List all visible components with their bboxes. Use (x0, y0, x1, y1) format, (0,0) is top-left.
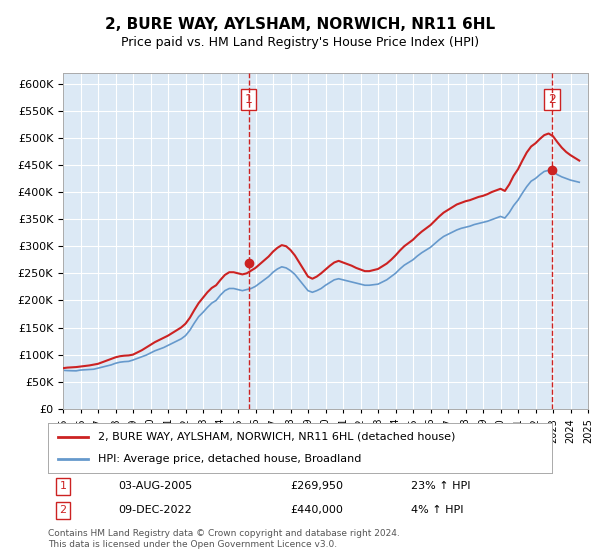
Text: 4% ↑ HPI: 4% ↑ HPI (411, 505, 463, 515)
Text: 03-AUG-2005: 03-AUG-2005 (119, 482, 193, 492)
Text: 1: 1 (59, 482, 67, 492)
Text: 2: 2 (548, 93, 556, 106)
Text: Contains HM Land Registry data © Crown copyright and database right 2024.
This d: Contains HM Land Registry data © Crown c… (48, 529, 400, 549)
Text: 2: 2 (59, 505, 67, 515)
Text: 23% ↑ HPI: 23% ↑ HPI (411, 482, 470, 492)
Text: Price paid vs. HM Land Registry's House Price Index (HPI): Price paid vs. HM Land Registry's House … (121, 36, 479, 49)
Text: £269,950: £269,950 (290, 482, 343, 492)
Text: 2, BURE WAY, AYLSHAM, NORWICH, NR11 6HL: 2, BURE WAY, AYLSHAM, NORWICH, NR11 6HL (105, 17, 495, 32)
Text: HPI: Average price, detached house, Broadland: HPI: Average price, detached house, Broa… (98, 454, 362, 464)
Text: 2, BURE WAY, AYLSHAM, NORWICH, NR11 6HL (detached house): 2, BURE WAY, AYLSHAM, NORWICH, NR11 6HL … (98, 432, 456, 442)
Text: £440,000: £440,000 (290, 505, 343, 515)
Text: 1: 1 (245, 93, 253, 106)
Text: 09-DEC-2022: 09-DEC-2022 (119, 505, 193, 515)
